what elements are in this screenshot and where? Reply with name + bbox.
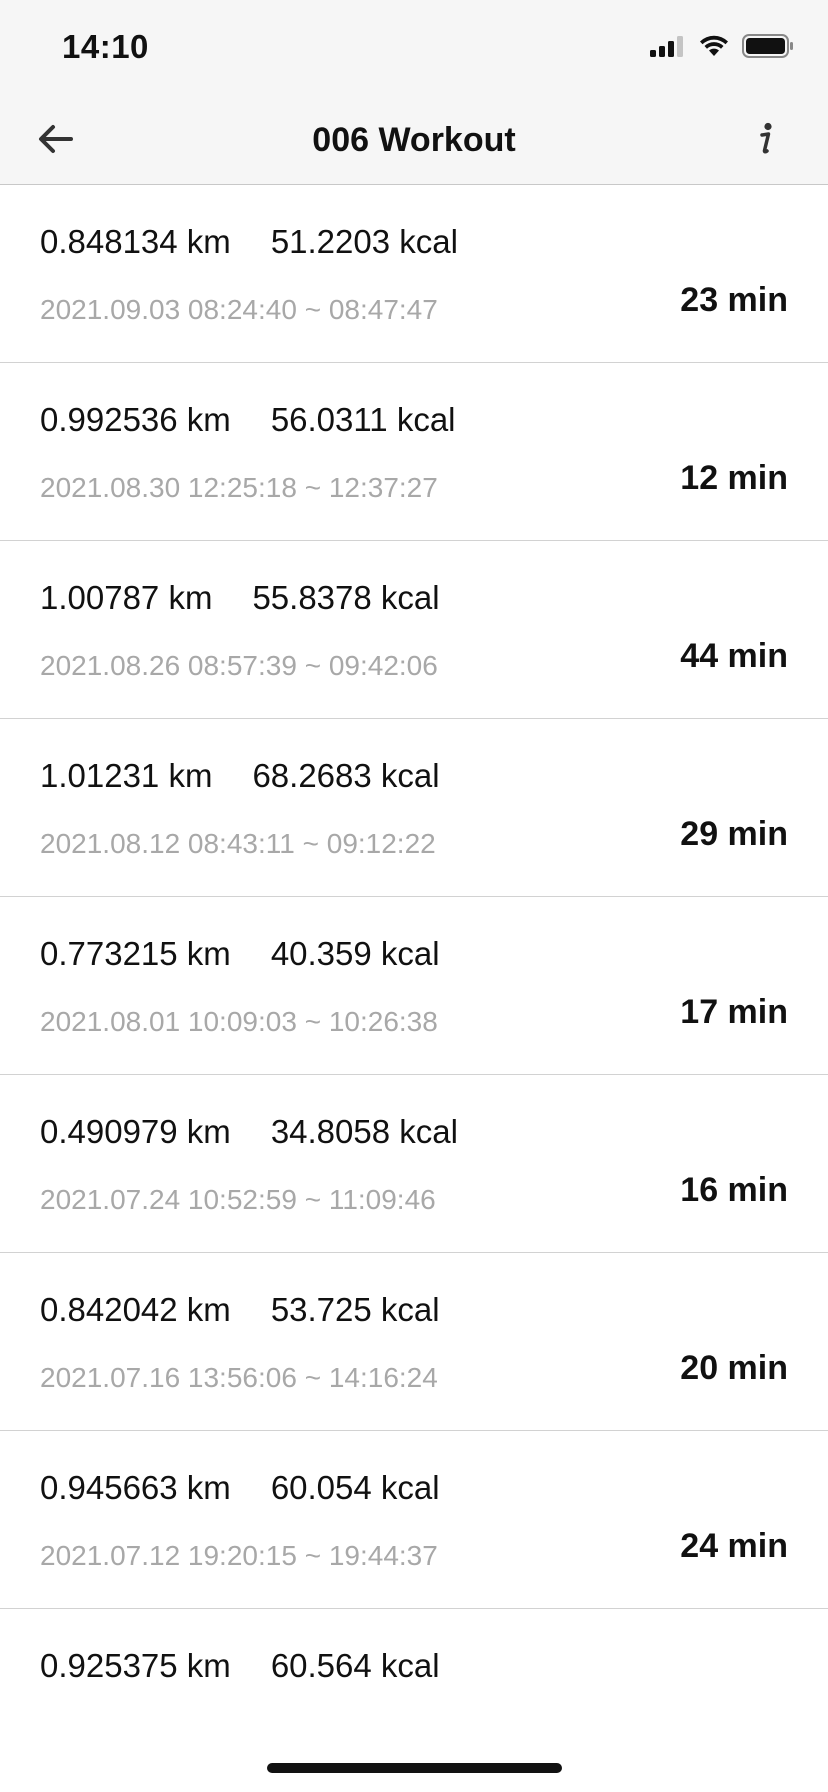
workout-duration: 23 min (680, 281, 788, 319)
back-button[interactable] (30, 116, 80, 166)
status-bar: 14:10 (0, 0, 828, 96)
workout-row[interactable]: 0.925375 km 60.564 kcal (0, 1609, 828, 1725)
workout-distance: 0.848134 km (40, 223, 231, 260)
battery-icon (742, 34, 794, 63)
workout-time-range: 2021.07.12 19:20:15 ~ 19:44:37 (40, 1540, 438, 1571)
workout-metrics: 1.00787 km 55.8378 kcal (40, 579, 440, 617)
workout-time-range: 2021.08.12 08:43:11 ~ 09:12:22 (40, 828, 436, 859)
workout-distance: 0.925375 km (40, 1647, 231, 1684)
status-time: 14:10 (62, 28, 149, 65)
workout-time-range: 2021.08.01 10:09:03 ~ 10:26:38 (40, 1006, 438, 1037)
workout-metrics: 0.490979 km 34.8058 kcal (40, 1113, 458, 1151)
workout-row[interactable]: 1.01231 km 68.2683 kcal 2021.08.12 08:43:… (0, 719, 828, 897)
workout-metrics: 0.848134 km 51.2203 kcal (40, 223, 458, 261)
workout-calories: 55.8378 kcal (252, 579, 440, 616)
workout-metrics: 0.773215 km 40.359 kcal (40, 935, 440, 973)
workout-distance: 0.490979 km (40, 1113, 231, 1150)
workout-calories: 40.359 kcal (270, 935, 440, 972)
workout-row[interactable]: 0.945663 km 60.054 kcal 2021.07.12 19:20:… (0, 1431, 828, 1609)
workout-duration: 16 min (680, 1171, 788, 1209)
workout-distance: 0.992536 km (40, 401, 231, 438)
workout-distance: 0.773215 km (40, 935, 231, 972)
workout-time-range: 2021.07.16 13:56:06 ~ 14:16:24 (40, 1362, 438, 1393)
workout-duration: 24 min (680, 1527, 788, 1565)
workout-row[interactable]: 0.992536 km 56.0311 kcal 2021.08.30 12:25… (0, 363, 828, 541)
workout-duration: 29 min (680, 815, 788, 853)
page-title: 006 Workout (312, 121, 516, 159)
workout-metrics: 0.925375 km 60.564 kcal (40, 1647, 440, 1685)
workout-duration: 12 min (680, 459, 788, 497)
info-icon (755, 122, 775, 161)
workout-distance: 1.00787 km (40, 579, 213, 616)
workout-calories: 68.2683 kcal (252, 757, 440, 794)
workout-duration: 17 min (680, 993, 788, 1031)
workout-calories: 53.725 kcal (270, 1291, 440, 1328)
arrow-left-icon (37, 124, 73, 159)
workout-row[interactable]: 1.00787 km 55.8378 kcal 2021.08.26 08:57:… (0, 541, 828, 719)
workout-row[interactable]: 0.842042 km 53.725 kcal 2021.07.16 13:56:… (0, 1253, 828, 1431)
workout-row[interactable]: 0.773215 km 40.359 kcal 2021.08.01 10:09:… (0, 897, 828, 1075)
workout-time-range: 2021.08.30 12:25:18 ~ 12:37:27 (40, 472, 438, 503)
workout-time-range: 2021.07.24 10:52:59 ~ 11:09:46 (40, 1184, 436, 1215)
workout-time-range: 2021.09.03 08:24:40 ~ 08:47:47 (40, 294, 438, 325)
workout-calories: 34.8058 kcal (270, 1113, 458, 1150)
workout-metrics: 0.842042 km 53.725 kcal (40, 1291, 440, 1329)
workout-calories: 56.0311 kcal (270, 401, 456, 438)
workout-metrics: 0.992536 km 56.0311 kcal (40, 401, 456, 439)
workout-list[interactable]: 0.848134 km 51.2203 kcal 2021.09.03 08:24… (0, 185, 828, 1725)
workout-distance: 0.945663 km (40, 1469, 231, 1506)
workout-calories: 60.054 kcal (270, 1469, 440, 1506)
status-icons (650, 34, 794, 63)
workout-distance: 0.842042 km (40, 1291, 231, 1328)
workout-metrics: 0.945663 km 60.054 kcal (40, 1469, 440, 1507)
workout-calories: 60.564 kcal (270, 1647, 440, 1684)
workout-calories: 51.2203 kcal (270, 223, 458, 260)
workout-row[interactable]: 0.490979 km 34.8058 kcal 2021.07.24 10:52… (0, 1075, 828, 1253)
workout-duration: 20 min (680, 1349, 788, 1387)
wifi-icon (698, 34, 730, 63)
home-indicator (267, 1763, 562, 1773)
workout-row[interactable]: 0.848134 km 51.2203 kcal 2021.09.03 08:24… (0, 185, 828, 363)
workout-metrics: 1.01231 km 68.2683 kcal (40, 757, 440, 795)
workout-duration: 44 min (680, 637, 788, 675)
workout-distance: 1.01231 km (40, 757, 213, 794)
nav-bar: 006 Workout (0, 96, 828, 185)
info-button[interactable] (740, 116, 790, 166)
cellular-signal-icon (650, 35, 686, 62)
workout-time-range: 2021.08.26 08:57:39 ~ 09:42:06 (40, 650, 438, 681)
